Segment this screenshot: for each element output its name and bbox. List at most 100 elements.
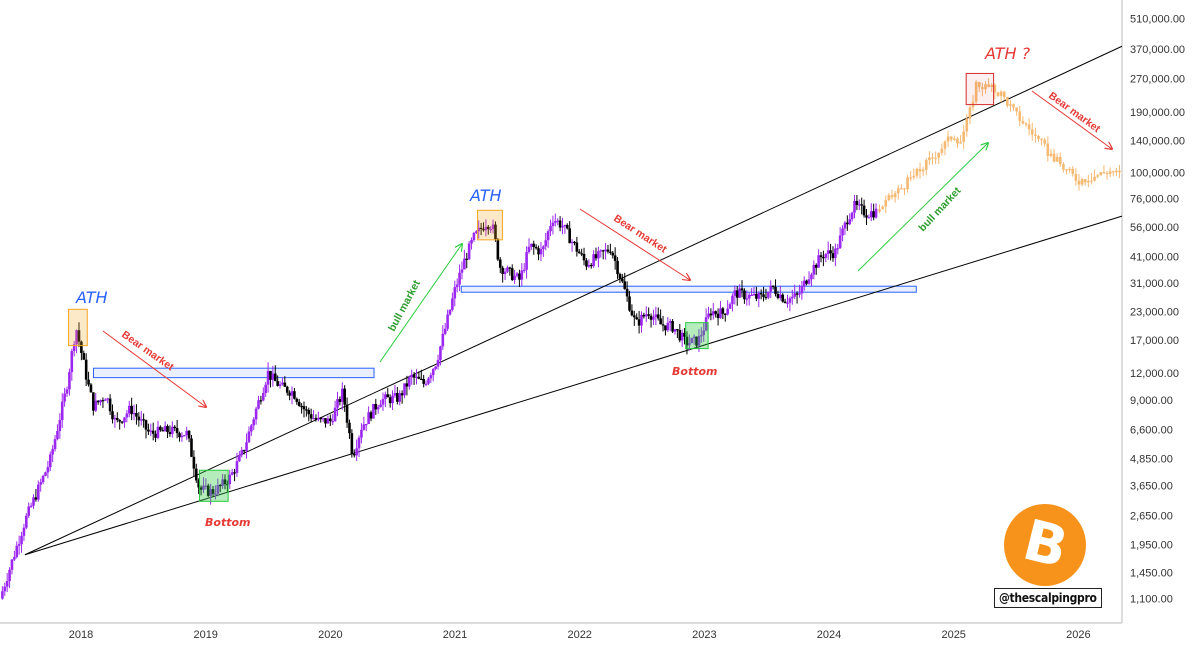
candle	[819, 255, 823, 258]
candle	[683, 332, 686, 337]
x-tick-label: 2024	[817, 629, 841, 641]
candle	[305, 409, 308, 411]
candle	[312, 418, 315, 420]
candle	[826, 250, 830, 255]
candle	[510, 268, 514, 280]
candle	[609, 251, 612, 253]
candle	[496, 239, 500, 260]
candle	[293, 391, 296, 399]
bear-market-label-2: Bear market	[611, 212, 669, 255]
candle	[467, 243, 471, 260]
candle	[53, 439, 57, 450]
projection-candle	[1096, 175, 1099, 177]
candle	[118, 419, 121, 422]
candle	[388, 397, 392, 404]
candle	[317, 417, 320, 420]
projection-candle	[1099, 172, 1103, 176]
candle	[238, 455, 241, 462]
candle	[412, 374, 416, 378]
candle	[168, 432, 172, 435]
projection-candle	[1105, 172, 1109, 175]
candle	[537, 248, 540, 255]
candle	[530, 243, 533, 247]
candle	[506, 267, 509, 272]
ath-box-2018	[68, 308, 88, 347]
candle	[707, 313, 710, 318]
projection-candle	[924, 160, 928, 170]
y-tick-labels: 510,000.00 370,000.00 270,000.00 190,000.00…	[1130, 13, 1185, 605]
candle	[781, 294, 785, 302]
candle	[77, 330, 81, 342]
projection-candle	[965, 118, 969, 132]
candle	[204, 485, 208, 487]
candle	[185, 430, 189, 436]
y-tick-label: 100,000.00	[1130, 167, 1185, 179]
candle	[860, 204, 863, 206]
candle	[841, 228, 844, 236]
candle	[805, 280, 808, 284]
candle	[685, 336, 689, 346]
candle	[534, 246, 538, 249]
projection-candle	[893, 193, 897, 198]
candle	[477, 227, 481, 232]
candle	[676, 329, 679, 331]
candle	[144, 420, 148, 430]
candle	[271, 373, 275, 380]
candle	[656, 314, 660, 319]
candle	[372, 404, 375, 419]
projection-candle	[977, 81, 981, 88]
candle	[216, 485, 220, 494]
candle	[829, 250, 832, 254]
candle	[769, 285, 773, 292]
candle	[491, 224, 495, 229]
projection-candle	[887, 195, 891, 201]
candle	[747, 294, 751, 299]
projection-candle	[1065, 169, 1068, 171]
candle	[68, 372, 71, 390]
candle	[381, 398, 385, 405]
candle	[594, 254, 598, 259]
candle	[319, 417, 323, 420]
x-tick-label: 2023	[692, 629, 716, 641]
y-tick-label: 23,000.00	[1130, 306, 1179, 318]
candle	[80, 341, 83, 354]
candle	[755, 293, 758, 299]
projection-candle	[1071, 168, 1075, 175]
candle	[565, 224, 569, 229]
y-tick-label: 2,650.00	[1130, 511, 1173, 523]
candle	[551, 222, 555, 227]
candle	[197, 480, 200, 488]
candle	[637, 319, 641, 326]
candle	[230, 472, 234, 475]
candle	[355, 448, 358, 456]
candle	[743, 290, 746, 300]
projection-candle	[946, 136, 950, 142]
candle	[247, 431, 251, 443]
candle	[300, 405, 303, 408]
candle	[96, 400, 100, 403]
candle	[58, 420, 62, 432]
candle	[8, 569, 11, 582]
candle	[283, 382, 287, 387]
candle	[199, 487, 203, 490]
projection-candle	[934, 157, 937, 159]
candle	[494, 224, 497, 240]
candle	[48, 454, 52, 468]
resistance-zone	[93, 367, 375, 379]
candle	[654, 314, 658, 318]
projection-candle	[953, 138, 956, 140]
candle	[711, 311, 715, 316]
candle	[838, 235, 842, 249]
candle	[202, 485, 205, 490]
candle	[486, 226, 490, 230]
bear-arrow-3	[1031, 90, 1112, 149]
projection-candle	[974, 81, 978, 102]
candle	[867, 217, 871, 219]
projection-candle	[900, 188, 903, 190]
projection-candle	[1090, 180, 1093, 182]
candle	[489, 228, 492, 231]
y-tick-label: 56,000.00	[1130, 222, 1179, 234]
y-tick-label: 76,000.00	[1130, 193, 1179, 205]
candle	[307, 409, 311, 415]
candle	[175, 428, 179, 434]
